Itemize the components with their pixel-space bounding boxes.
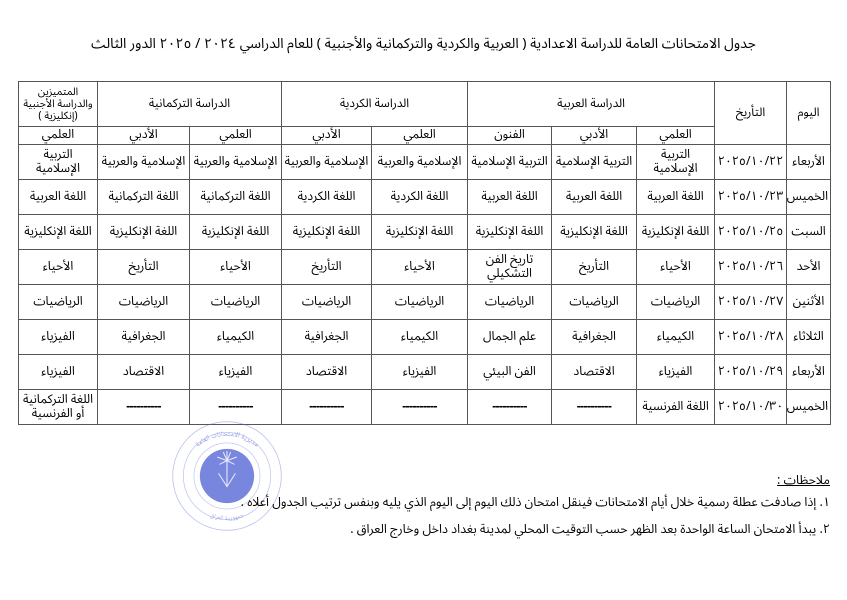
- svg-text:مديرية الامتحانات العامة: مديرية الامتحانات العامة: [192, 428, 262, 451]
